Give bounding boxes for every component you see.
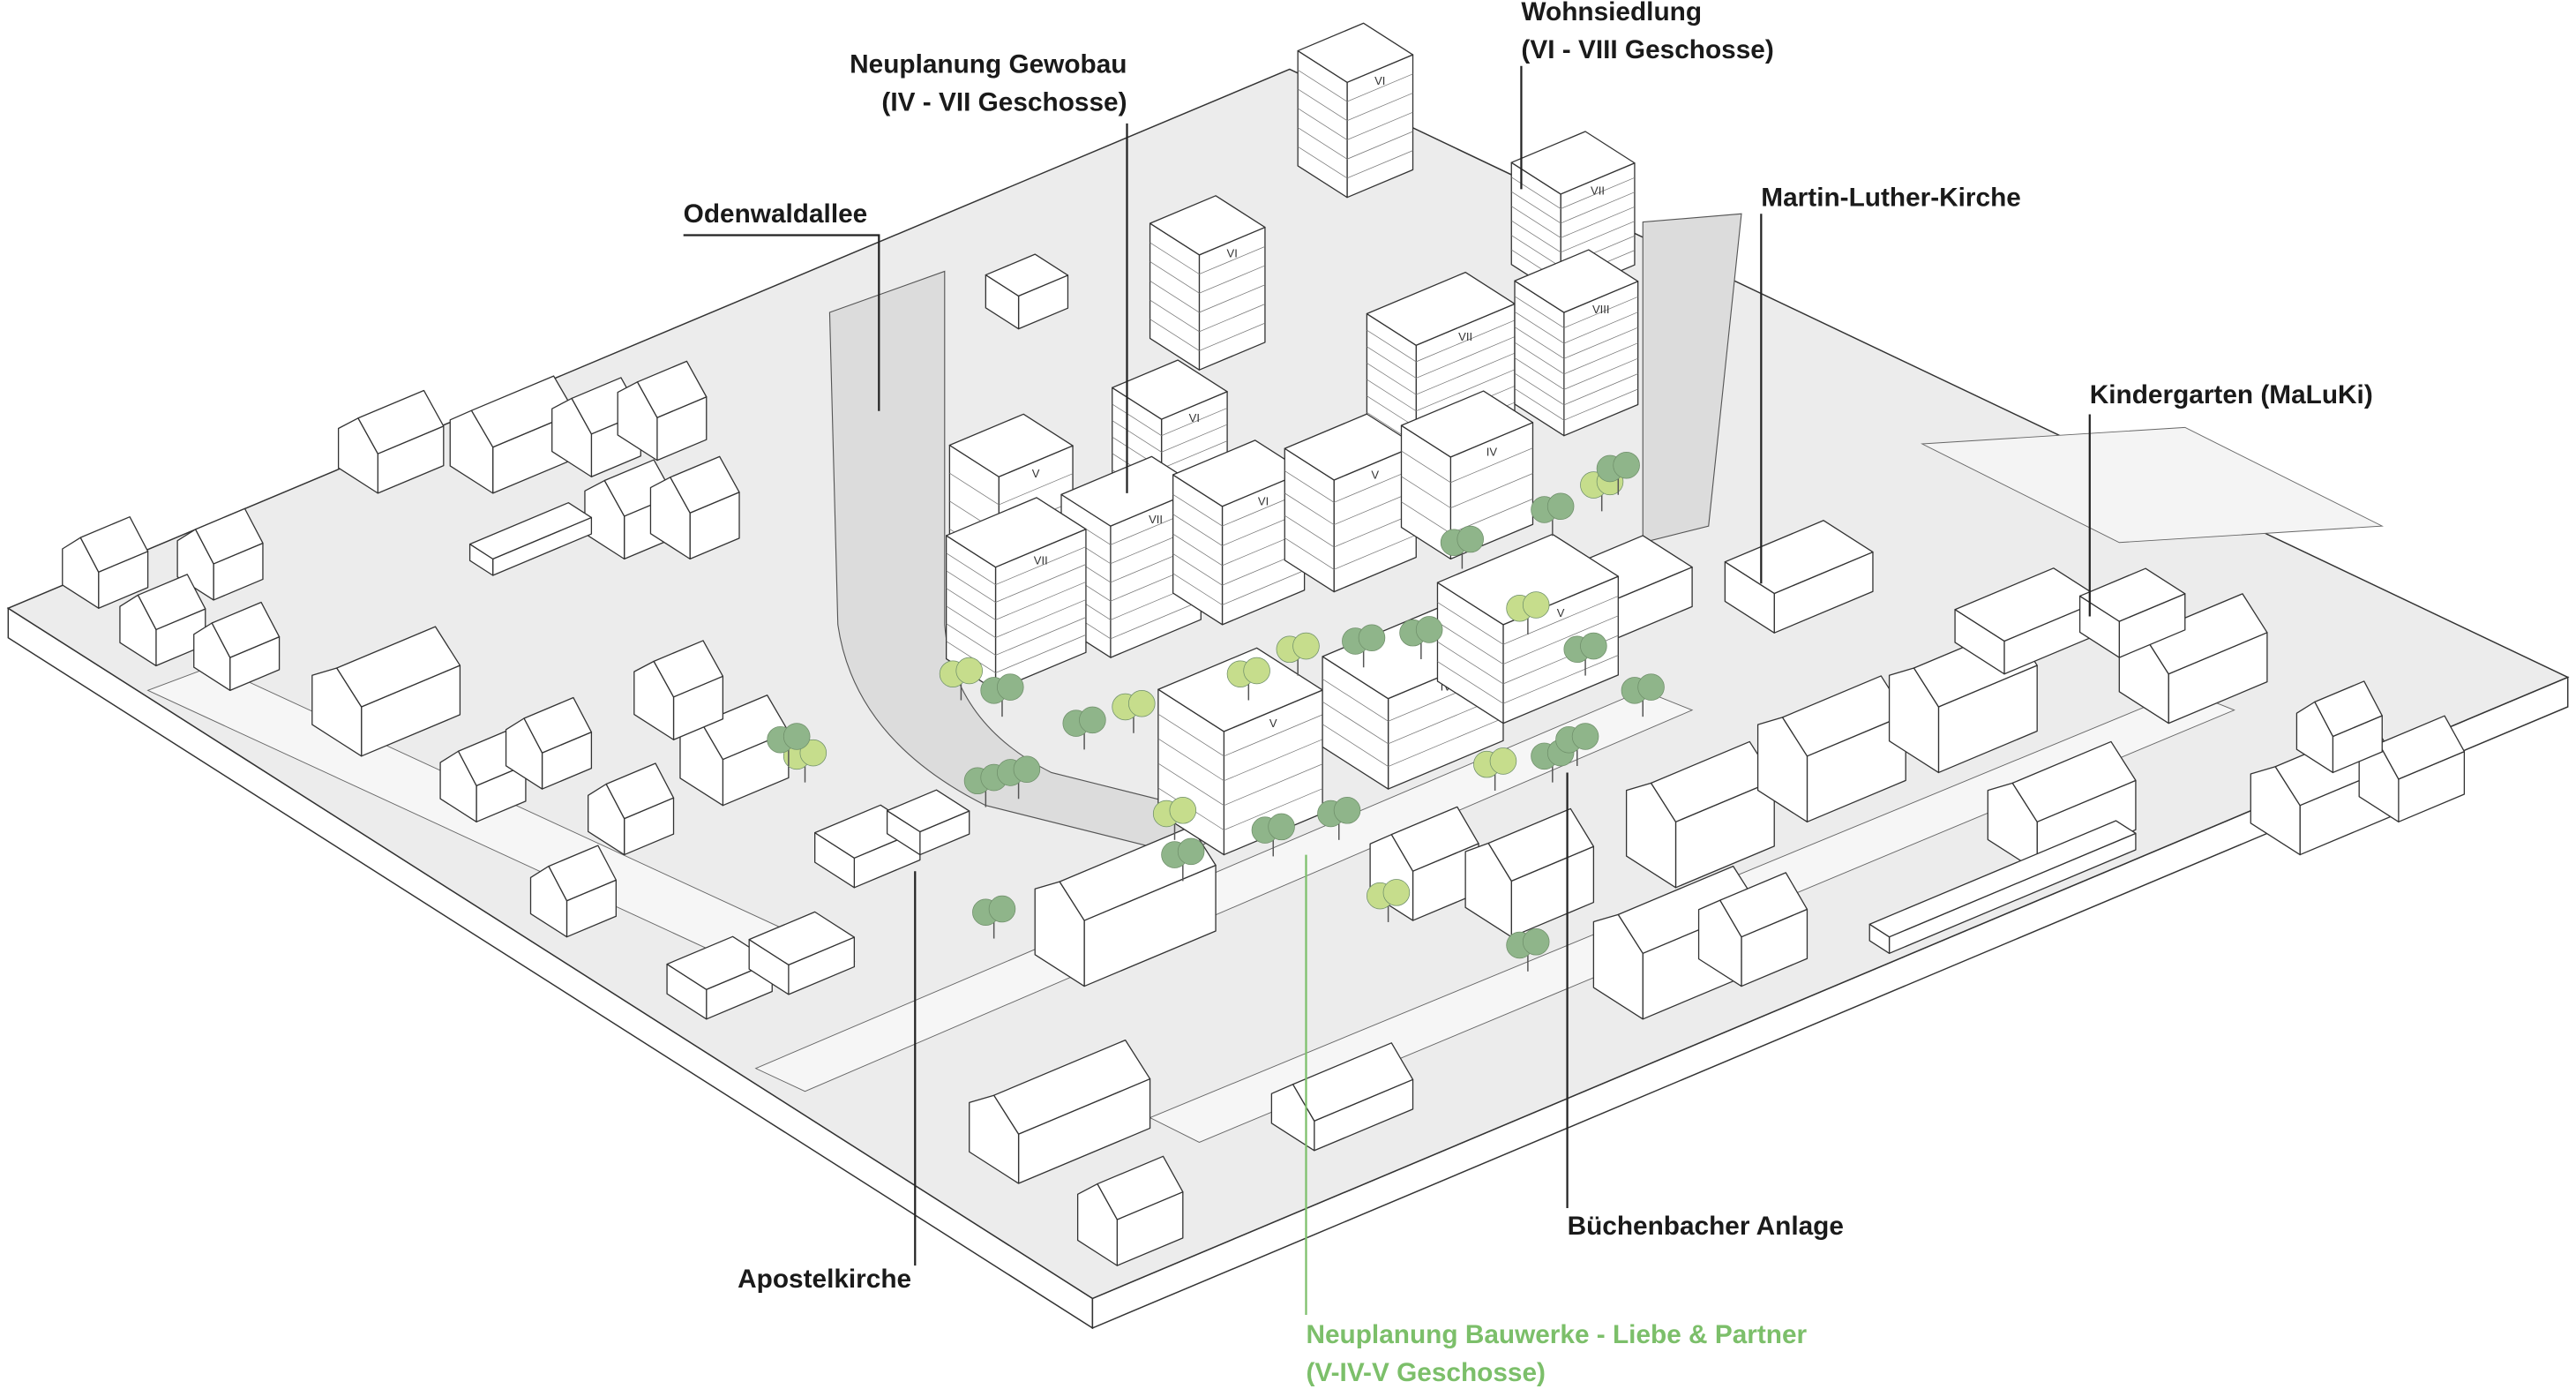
floor-label: IV: [1486, 446, 1498, 459]
floor-label: VI: [1189, 411, 1200, 424]
tree-crown: [1383, 880, 1410, 906]
floor-label: VI: [1227, 247, 1238, 260]
tree-crown: [1334, 797, 1360, 823]
tree-crown: [1580, 633, 1606, 659]
annotation-label: (IV - VII Geschosse): [881, 87, 1127, 116]
annotation-label: Apostelkirche: [738, 1265, 911, 1294]
tree-crown: [1293, 633, 1320, 659]
tree-crown: [1178, 838, 1204, 865]
tree-crown: [1490, 748, 1516, 775]
tree-crown: [1457, 526, 1484, 552]
tree-crown: [1638, 674, 1665, 701]
annotation-label: Büchenbacher Anlage: [1568, 1212, 1844, 1241]
annotation-label: (VI - VIII Geschosse): [1521, 35, 1773, 64]
tree-crown: [989, 896, 1015, 922]
annotation-label: Wohnsiedlung: [1521, 0, 1702, 26]
annotation-label: Odenwaldallee: [684, 199, 868, 229]
building: [1284, 414, 1416, 591]
annotation-label: Neuplanung Bauwerke - Liebe & Partner: [1306, 1320, 1807, 1349]
building: [1298, 23, 1412, 197]
tree-crown: [1014, 756, 1040, 783]
floor-label: V: [1269, 717, 1277, 730]
tree-crown: [1416, 617, 1442, 643]
tree-crown: [1269, 814, 1295, 840]
floor-label: VII: [1149, 513, 1163, 526]
tree-crown: [1523, 592, 1549, 619]
building: [1150, 196, 1265, 370]
floor-label: V: [1557, 606, 1565, 619]
tree-crown: [1547, 493, 1574, 520]
floor-label: VII: [1034, 554, 1048, 567]
tree-crown: [997, 674, 1023, 701]
tree-crown: [956, 657, 983, 684]
floor-label: V: [1371, 469, 1379, 482]
tree-crown: [1170, 797, 1196, 823]
floor-label: VI: [1258, 495, 1269, 508]
tree-crown: [1523, 928, 1549, 955]
annotation-label: Neuplanung Gewobau: [850, 50, 1127, 79]
annotation-label: Martin-Luther-Kirche: [1761, 183, 2021, 212]
floor-label: VIII: [1592, 303, 1610, 316]
site-diagram: VIVIIVIVIIVIIIVIVVIIVIVIVVIIVIVV Wohnsie…: [0, 0, 2576, 1389]
tree-crown: [1128, 690, 1155, 717]
annotation-label: Kindergarten (MaLuKi): [2090, 380, 2373, 409]
floor-label: VI: [1374, 74, 1385, 87]
floor-label: VII: [1458, 330, 1472, 343]
annotation-label: (V-IV-V Geschosse): [1306, 1358, 1545, 1387]
tree-crown: [1079, 707, 1105, 733]
tree-crown: [1244, 657, 1270, 684]
building: [1515, 250, 1638, 436]
tree-crown: [1359, 625, 1385, 651]
tree-crown: [783, 724, 810, 750]
tree-crown: [1614, 452, 1640, 478]
floor-label: V: [1032, 467, 1040, 480]
tree-crown: [1572, 724, 1599, 750]
floor-label: VII: [1591, 184, 1605, 198]
